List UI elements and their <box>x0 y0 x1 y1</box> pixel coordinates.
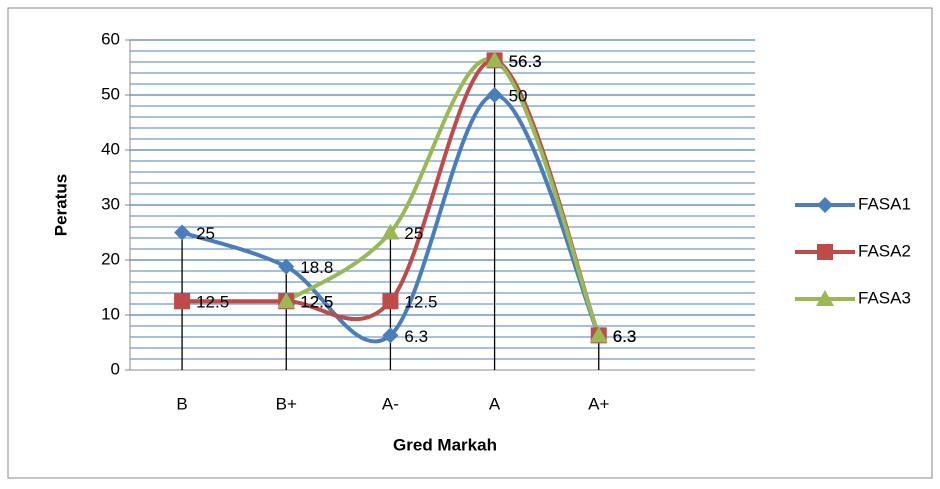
x-tick-label: A+ <box>588 394 609 413</box>
data-label: 50 <box>509 86 528 105</box>
x-tick-label: B <box>176 394 187 413</box>
marker <box>589 326 608 343</box>
marker <box>278 258 295 275</box>
data-label: 6.3 <box>404 327 428 346</box>
marker <box>485 51 504 68</box>
data-label: 12.5 <box>196 293 229 312</box>
data-label: 25 <box>196 224 215 243</box>
y-tick-label: 50 <box>101 84 120 103</box>
series-line <box>181 92 601 344</box>
marker <box>382 293 399 310</box>
data-label: 6.3 <box>613 327 637 346</box>
legend-label: FASA2 <box>858 241 911 260</box>
series-line <box>285 57 601 337</box>
x-tick-label: A <box>489 394 501 413</box>
marker <box>277 292 296 309</box>
x-axis-title: Gred Markah <box>393 435 497 454</box>
marker <box>381 223 400 240</box>
marker <box>817 197 833 213</box>
legend-label: FASA1 <box>858 194 911 213</box>
marker <box>816 290 834 306</box>
legend-label: FASA3 <box>858 288 911 307</box>
data-label: 56.3 <box>509 52 542 71</box>
marker <box>817 244 833 260</box>
x-tick-label: A- <box>382 394 399 413</box>
data-label: 56.3 <box>509 52 542 71</box>
marker <box>174 224 191 241</box>
data-label: 12.5 <box>300 293 333 312</box>
marker <box>174 293 191 310</box>
marker <box>382 327 399 344</box>
data-label: 25 <box>404 224 423 243</box>
data-label: 6.3 <box>613 327 637 346</box>
data-label: 6.3 <box>613 327 637 346</box>
x-tick-label: B+ <box>276 394 297 413</box>
chart-border <box>7 7 933 479</box>
marker <box>486 87 503 103</box>
data-label: 18.8 <box>300 258 333 277</box>
y-tick-label: 30 <box>101 194 120 213</box>
y-axis-title: Peratus <box>51 174 70 236</box>
y-tick-label: 0 <box>111 359 120 378</box>
y-tick-label: 10 <box>101 304 120 323</box>
y-tick-label: 40 <box>101 139 120 158</box>
y-tick-label: 20 <box>101 249 120 268</box>
data-label: 12.5 <box>300 293 333 312</box>
y-tick-label: 60 <box>101 29 120 48</box>
data-label: 12.5 <box>404 293 437 312</box>
